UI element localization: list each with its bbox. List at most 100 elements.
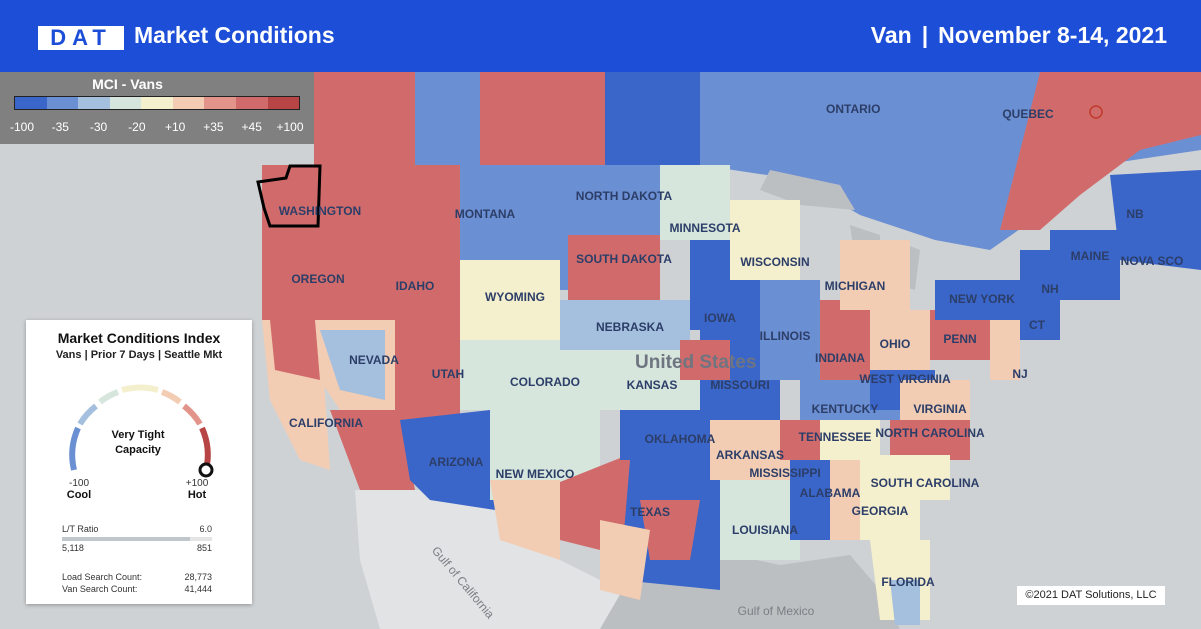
state-label: CALIFORNIA: [289, 416, 363, 430]
gauge-state-line1: Very Tight: [111, 429, 165, 441]
region-louisiana: [720, 480, 800, 560]
region-arizona: [400, 410, 495, 510]
state-label: PENN: [943, 332, 976, 346]
van-search-row: Van Search Count: 41,444: [62, 584, 212, 594]
province-label: NOVA SCO: [1121, 254, 1184, 268]
country-label: United States: [635, 352, 756, 373]
dat-logo: DAT: [38, 26, 124, 50]
map-label-layer: United States ONTARIO QUEBEC NB NOVA SCO…: [279, 102, 1184, 589]
lt-ratio-bar: [62, 537, 212, 541]
state-label: UTAH: [432, 367, 464, 381]
equipment-type: Van: [870, 22, 912, 48]
legend-tick-label: +10: [164, 120, 186, 134]
state-label: OREGON: [291, 272, 344, 286]
gauge-state: Very Tight Capacity: [88, 428, 188, 458]
region-south-dakota: [568, 235, 660, 300]
state-label: VIRGINIA: [913, 402, 967, 416]
truck-count: 851: [196, 543, 212, 553]
state-label: SOUTH DAKOTA: [576, 252, 672, 266]
region-memphis: [780, 420, 820, 460]
region-texas-south: [600, 520, 650, 600]
region-arkansas: [710, 420, 790, 480]
region-texas-dfw: [640, 500, 700, 560]
region-wyoming: [460, 260, 560, 340]
region-oklahoma: [620, 410, 710, 460]
lt-ratio-value: 6.0: [199, 524, 212, 534]
state-label: MICHIGAN: [825, 279, 886, 293]
gauge-segment-neutral-cool: [98, 389, 120, 405]
region-ontario: [700, 72, 935, 240]
region-manitoba: [605, 72, 700, 165]
gauge-min-value: -100: [68, 478, 89, 489]
panel-title: Market Conditions Index: [57, 330, 221, 346]
gauge-segment-cold: [77, 403, 98, 426]
legend-tick-label: -100: [9, 120, 35, 134]
state-label: NJ: [1012, 367, 1027, 381]
legend-swatch: [109, 97, 142, 109]
region-north-dakota: [568, 165, 660, 235]
state-label: OHIO: [880, 337, 911, 351]
lake-superior: [760, 170, 855, 210]
load-search-value: 28,773: [184, 572, 212, 582]
state-label: NEVADA: [349, 353, 399, 367]
legend-title: MCI - Vans: [92, 76, 163, 92]
mexico-region: [355, 490, 690, 629]
region-wisconsin: [730, 200, 800, 280]
region-indiana: [820, 300, 870, 390]
legend-swatch: [267, 97, 300, 109]
gauge-min-label: Cool: [66, 489, 92, 501]
state-label: FLORIDA: [881, 575, 935, 589]
region-new-jersey: [990, 320, 1020, 380]
region-alberta: [415, 72, 480, 165]
region-south-florida: [890, 580, 920, 625]
legend-swatch: [141, 97, 173, 109]
state-label: NEW MEXICO: [496, 467, 575, 481]
seattle-market-outline[interactable]: [256, 164, 322, 228]
state-label: WEST VIRGINIA: [859, 372, 951, 386]
region-socal: [330, 410, 415, 490]
lt-ratio-row: L/T Ratio 6.0: [62, 524, 212, 534]
mci-info-panel: Market Conditions Index Vans | Prior 7 D…: [26, 320, 252, 604]
legend-tick-label: -35: [51, 120, 69, 134]
legend-swatch: [204, 97, 236, 109]
state-label: GEORGIA: [852, 504, 909, 518]
panel-subtitle: Vans | Prior 7 Days | Seattle Mkt: [55, 349, 223, 361]
region-south-carolina: [880, 455, 950, 500]
gauge-segment-hot: [182, 403, 203, 426]
legend-swatch: [15, 97, 47, 109]
van-search-value: 41,444: [184, 584, 212, 594]
legend-tick-label: -20: [128, 120, 146, 134]
legend-swatch: [46, 97, 79, 109]
gauge-segment-cool: [69, 426, 81, 471]
region-north-carolina: [890, 420, 970, 460]
region-california-norcal: [270, 320, 320, 380]
lt-ratio-fill: [62, 537, 190, 541]
state-label: NORTH CAROLINA: [875, 426, 985, 440]
region-quebec-hot: [1000, 72, 1201, 230]
region-minnesota: [660, 165, 730, 240]
header-separator: |: [921, 22, 929, 48]
state-label: NORTH DAKOTA: [576, 189, 673, 203]
region-kansas: [600, 350, 700, 410]
lt-ratio-label: L/T Ratio: [62, 524, 99, 534]
region-oregon: [262, 225, 360, 320]
gauge-state-line2: Capacity: [115, 444, 161, 456]
province-label: NB: [1126, 207, 1144, 221]
gauge-segment-neutral: [121, 384, 159, 393]
market-map[interactable]: United States ONTARIO QUEBEC NB NOVA SCO…: [0, 72, 1201, 629]
map-legend: MCI - Vans -100 -35 -30 -20 +10 +35 +45 +100: [0, 72, 314, 144]
state-label: ARIZONA: [429, 455, 484, 469]
state-label: MAINE: [1071, 249, 1110, 263]
gauge-segment-warm: [160, 389, 182, 405]
state-label: TEXAS: [630, 505, 670, 519]
header-meta: Van | November 8-14, 2021: [871, 22, 1167, 49]
region-texas-border: [490, 480, 560, 560]
state-label: NH: [1041, 282, 1058, 296]
region-colorado: [460, 340, 600, 410]
region-montana: [460, 165, 568, 290]
legend-swatch: [235, 97, 268, 109]
region-maritimes: [1110, 170, 1201, 270]
region-illinois: [760, 280, 820, 380]
state-label: ILLINOIS: [760, 329, 811, 343]
region-maine: [1050, 230, 1120, 300]
